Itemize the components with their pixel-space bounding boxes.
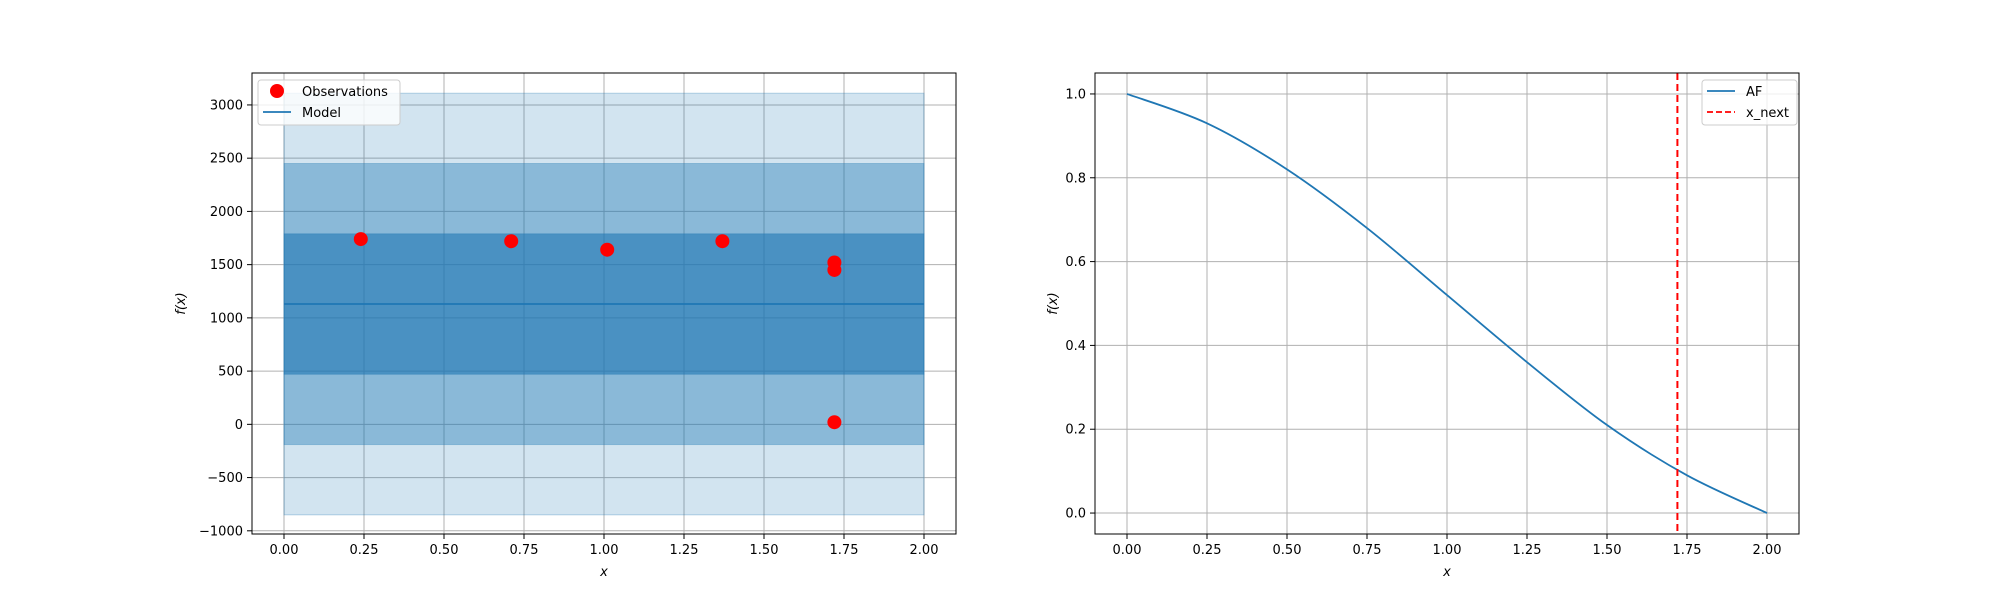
observation-point xyxy=(715,234,730,249)
y-tick-label: 1000 xyxy=(210,311,243,326)
y-tick-label: 2000 xyxy=(210,205,243,220)
x-tick-label: 0.75 xyxy=(510,543,539,558)
y-tick-label: 0.6 xyxy=(1065,255,1086,270)
right-series-lines xyxy=(1126,73,1768,534)
y-tick-label: 0.2 xyxy=(1065,423,1086,438)
x-tick-label: 2.00 xyxy=(910,543,939,558)
right-axes-frame xyxy=(1094,72,1800,535)
x-tick-label: 2.00 xyxy=(1753,543,1782,558)
observation-point xyxy=(600,242,615,257)
legend-observations-label: Observations xyxy=(302,85,388,100)
left-y-axis-label: f(x) xyxy=(174,292,189,314)
x-tick-label: 0.25 xyxy=(1193,543,1222,558)
x-tick-label: 0.25 xyxy=(350,543,379,558)
x-tick-label: 0.50 xyxy=(1273,543,1302,558)
x-tick-label: 1.50 xyxy=(750,543,779,558)
legend-observations-marker xyxy=(270,84,284,98)
observation-point xyxy=(827,415,842,430)
right-legend: AF x_next xyxy=(1701,79,1798,126)
legend-x-next-label: x_next xyxy=(1746,106,1789,121)
x-tick-label: 1.00 xyxy=(590,543,619,558)
left-observation-points xyxy=(353,232,842,430)
right-ticks: 0.00 0.25 0.50 0.75 1.00 1.25 1.50 1.75 2.00 0.0 0… xyxy=(1065,87,1781,558)
right-chart: 0.00 0.25 0.50 0.75 1.00 1.25 1.50 1.75 2.00 0.0 0… xyxy=(1046,72,1800,580)
right-grid xyxy=(1095,73,1799,534)
y-tick-label: −1000 xyxy=(199,524,243,539)
left-legend: Observations Model xyxy=(257,79,401,126)
x-tick-label: 0.50 xyxy=(430,543,459,558)
left-axes-frame xyxy=(251,72,957,535)
x-tick-label: 1.75 xyxy=(1673,543,1702,558)
y-tick-label: 2500 xyxy=(210,152,243,167)
legend-af-label: AF xyxy=(1746,85,1762,100)
legend-model-label: Model xyxy=(302,106,341,121)
y-tick-label: 0.8 xyxy=(1065,171,1086,186)
left-ticks: 0.00 0.25 0.50 0.75 1.00 1.25 1.50 1.75 2.00 −100… xyxy=(199,98,938,558)
x-tick-label: 1.00 xyxy=(1433,543,1462,558)
observation-point xyxy=(353,232,368,247)
y-tick-label: 1500 xyxy=(210,258,243,273)
left-x-axis-label: x xyxy=(599,565,608,580)
y-tick-label: 3000 xyxy=(210,98,243,113)
af-series-line xyxy=(1126,93,1768,514)
y-tick-label: 0.4 xyxy=(1065,339,1086,354)
left-legend-box xyxy=(257,79,401,126)
right-x-axis-label: x xyxy=(1442,565,1451,580)
x-tick-label: 1.50 xyxy=(1593,543,1622,558)
y-tick-label: 1.0 xyxy=(1065,87,1086,102)
x-tick-label: 1.25 xyxy=(670,543,699,558)
x-tick-label: 1.25 xyxy=(1513,543,1542,558)
x-tick-label: 0.00 xyxy=(270,543,299,558)
left-chart: 0.00 0.25 0.50 0.75 1.00 1.25 1.50 1.75 2.00 −100… xyxy=(174,72,957,580)
y-tick-label: 0.0 xyxy=(1065,507,1086,522)
right-y-axis-label: f(x) xyxy=(1046,292,1061,314)
observation-point xyxy=(504,234,519,249)
y-tick-label: 500 xyxy=(218,365,243,380)
observation-point xyxy=(827,262,842,277)
y-tick-label: 0 xyxy=(235,418,243,433)
y-tick-label: −500 xyxy=(207,471,243,486)
x-tick-label: 0.75 xyxy=(1353,543,1382,558)
x-tick-label: 0.00 xyxy=(1113,543,1142,558)
x-tick-label: 1.75 xyxy=(830,543,859,558)
